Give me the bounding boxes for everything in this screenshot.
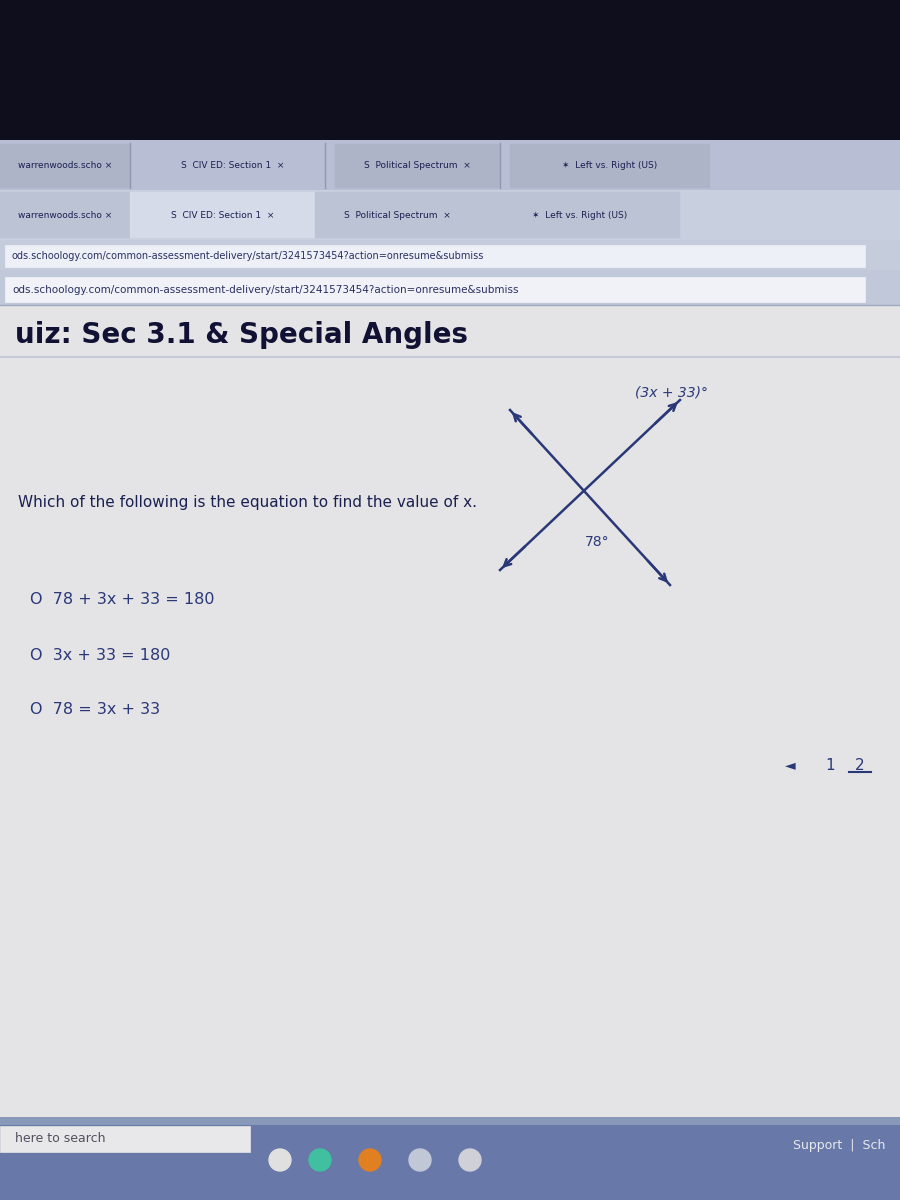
Text: O  3x + 33 = 180: O 3x + 33 = 180 — [30, 648, 170, 662]
Bar — [130, 192, 315, 238]
Text: O  78 + 3x + 33 = 180: O 78 + 3x + 33 = 180 — [30, 593, 214, 607]
Text: warrenwoods.scho ×: warrenwoods.scho × — [18, 210, 112, 220]
Text: S  Political Spectrum  ×: S Political Spectrum × — [364, 162, 471, 170]
Text: ◄: ◄ — [785, 758, 796, 772]
Bar — [0, 305, 900, 1120]
Text: warrenwoods.scho ×: warrenwoods.scho × — [18, 162, 112, 170]
Bar — [0, 0, 900, 150]
Bar — [335, 144, 500, 188]
Bar — [510, 144, 710, 188]
Text: S  CIV ED: Section 1  ×: S CIV ED: Section 1 × — [171, 210, 274, 220]
Text: (3x + 33)°: (3x + 33)° — [635, 386, 708, 400]
Text: ✶  Left vs. Right (US): ✶ Left vs. Right (US) — [533, 210, 627, 220]
Text: Which of the following is the equation to find the value of x.: Which of the following is the equation t… — [18, 494, 477, 510]
Bar — [0, 1120, 900, 1200]
Text: O  78 = 3x + 33: O 78 = 3x + 33 — [30, 702, 160, 718]
Text: 78°: 78° — [585, 535, 609, 550]
Text: here to search: here to search — [15, 1133, 105, 1146]
Text: Support  |  Sch: Support | Sch — [793, 1139, 885, 1152]
Text: S  Political Spectrum  ×: S Political Spectrum × — [344, 210, 451, 220]
Text: ods.schoology.com/common-assessment-delivery/start/3241573454?action=onresume&su: ods.schoology.com/common-assessment-deli… — [12, 284, 518, 295]
Circle shape — [269, 1150, 291, 1171]
Bar — [0, 190, 900, 240]
Circle shape — [409, 1150, 431, 1171]
Bar — [480, 192, 680, 238]
Bar — [0, 1117, 900, 1126]
Bar — [5, 245, 865, 266]
Bar — [0, 270, 900, 305]
Bar — [0, 240, 900, 270]
Circle shape — [459, 1150, 481, 1171]
Bar — [0, 192, 130, 238]
Bar — [140, 144, 325, 188]
Circle shape — [359, 1150, 381, 1171]
Text: uiz: Sec 3.1 & Special Angles: uiz: Sec 3.1 & Special Angles — [15, 320, 468, 349]
Bar — [0, 144, 130, 188]
Bar — [0, 1126, 250, 1152]
Text: S  CIV ED: Section 1  ×: S CIV ED: Section 1 × — [181, 162, 284, 170]
Text: 2: 2 — [855, 757, 865, 773]
Text: ods.schoology.com/common-assessment-delivery/start/3241573454?action=onresume&su: ods.schoology.com/common-assessment-deli… — [12, 251, 484, 260]
Text: 1: 1 — [825, 757, 835, 773]
Bar — [315, 192, 480, 238]
Circle shape — [309, 1150, 331, 1171]
Bar — [0, 140, 900, 190]
Text: ✶  Left vs. Right (US): ✶ Left vs. Right (US) — [562, 162, 658, 170]
Bar — [5, 277, 865, 302]
